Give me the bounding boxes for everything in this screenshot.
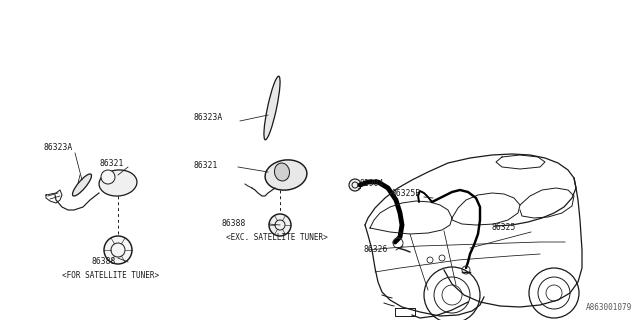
- Circle shape: [349, 179, 361, 191]
- Ellipse shape: [99, 170, 137, 196]
- Text: <EXC. SATELLITE TUNER>: <EXC. SATELLITE TUNER>: [226, 233, 328, 242]
- Circle shape: [269, 214, 291, 236]
- Text: 86321: 86321: [193, 161, 218, 170]
- Ellipse shape: [264, 76, 280, 140]
- Text: A863001079: A863001079: [586, 303, 632, 312]
- Text: 86326: 86326: [363, 245, 387, 254]
- Text: 86325B: 86325B: [392, 189, 421, 198]
- Text: 86321: 86321: [100, 158, 124, 167]
- Text: 81904: 81904: [360, 179, 385, 188]
- Text: 86325: 86325: [492, 223, 516, 233]
- Text: 86388: 86388: [92, 258, 116, 267]
- Circle shape: [101, 170, 115, 184]
- Ellipse shape: [275, 163, 289, 181]
- Text: 86388: 86388: [222, 220, 246, 228]
- Circle shape: [104, 236, 132, 264]
- Text: 86323A: 86323A: [44, 142, 73, 151]
- Ellipse shape: [265, 160, 307, 190]
- Text: 86323A: 86323A: [193, 114, 222, 123]
- Ellipse shape: [72, 174, 92, 196]
- Text: <FOR SATELLITE TUNER>: <FOR SATELLITE TUNER>: [62, 270, 159, 279]
